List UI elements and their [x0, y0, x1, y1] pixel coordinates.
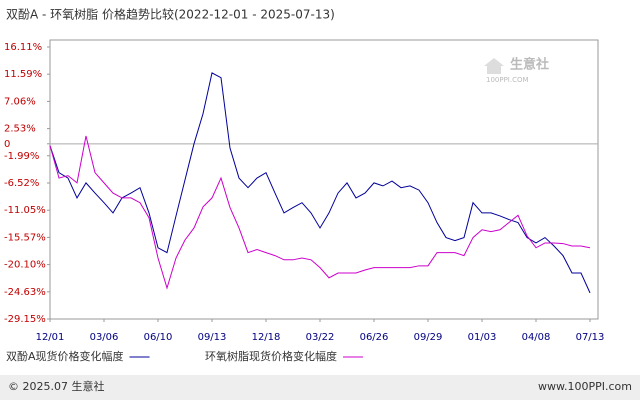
footer-left: © 2025.07 生意社	[8, 379, 104, 393]
y-tick-label: -24.63%	[4, 287, 46, 298]
y-tick-label: -11.05%	[4, 205, 46, 216]
series-line	[49, 72, 591, 294]
y-tick-label: -29.15%	[4, 314, 46, 325]
y-tick-label: -6.52%	[4, 178, 39, 189]
x-tick-label: 06/26	[360, 332, 389, 343]
plot-frame	[49, 39, 599, 320]
x-tick-label: 06/10	[144, 332, 173, 343]
x-tick-label: 12/18	[252, 332, 281, 343]
legend-label: 环氧树脂现货价格变化幅度	[205, 349, 337, 363]
series-line	[49, 135, 591, 290]
y-tick-label: -20.10%	[4, 260, 46, 271]
chart-title: 双酚A - 环氧树脂 价格趋势比较(2022-12-01 - 2025-07-1…	[6, 7, 335, 22]
x-tick-label: 03/22	[306, 332, 335, 343]
watermark-text: 生意社	[510, 57, 549, 73]
watermark-url: 100PPI.COM	[486, 76, 529, 84]
x-tick-label: 07/13	[576, 332, 605, 343]
watermark-icon	[484, 58, 504, 74]
x-tick-label: 03/06	[90, 332, 119, 343]
legend-label: 双酚A现货价格变化幅度	[6, 349, 124, 363]
y-tick-label: 11.59%	[4, 69, 42, 80]
y-tick-label: 16.11%	[4, 42, 42, 53]
x-tick-label: 01/03	[468, 332, 497, 343]
x-tick-label: 04/08	[522, 332, 551, 343]
y-tick-label: -15.57%	[4, 232, 46, 243]
y-tick-label: 0	[4, 139, 10, 150]
x-tick-label: 09/13	[198, 332, 227, 343]
y-tick-label: 2.53%	[4, 124, 36, 135]
footer-right: www.100PPI.com	[538, 380, 632, 393]
y-tick-label: -1.99%	[4, 151, 39, 162]
x-tick-label: 12/01	[36, 332, 65, 343]
x-tick-label: 09/29	[414, 332, 443, 343]
y-tick-label: 7.06%	[4, 96, 36, 107]
footer-bar	[0, 375, 640, 400]
